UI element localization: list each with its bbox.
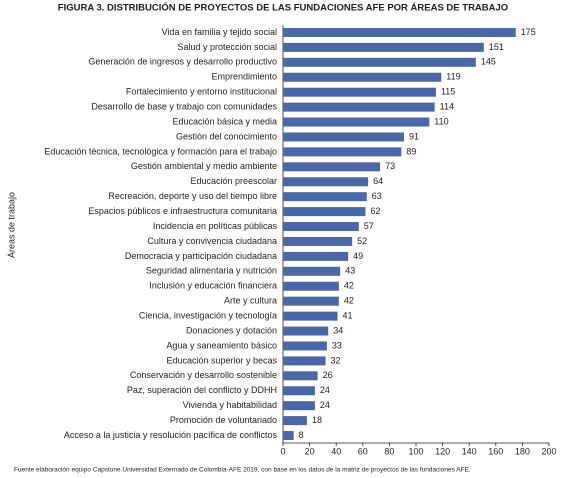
y-tick-label: Vivienda y habitabilidad xyxy=(183,400,277,410)
x-tick-label: 120 xyxy=(435,446,450,456)
bar xyxy=(283,192,367,202)
x-tick-label: 80 xyxy=(384,446,394,456)
bar xyxy=(283,341,327,351)
value-label: 33 xyxy=(332,340,342,350)
value-label: 73 xyxy=(385,161,395,171)
bar xyxy=(283,386,315,396)
value-label: 26 xyxy=(323,370,333,380)
y-tick-label: Ciencia, investigación y tecnología xyxy=(139,310,277,320)
bar xyxy=(283,401,315,411)
bar xyxy=(283,371,318,381)
x-tick-label: 40 xyxy=(331,446,341,456)
value-label: 43 xyxy=(345,266,355,276)
bar xyxy=(283,162,381,172)
bar xyxy=(283,222,359,232)
bar xyxy=(283,431,294,441)
y-tick-label: Recreación, deporte y uso del tiempo lib… xyxy=(108,191,277,201)
bar xyxy=(283,296,339,306)
bar xyxy=(283,356,326,366)
value-label: 8 xyxy=(299,430,304,440)
bar xyxy=(283,177,369,187)
y-tick-label: Incidencia en políticas públicas xyxy=(153,221,278,231)
bar xyxy=(283,311,338,321)
value-label: 110 xyxy=(434,116,448,126)
value-label: 119 xyxy=(446,72,460,82)
y-tick-label: Paz, superación del conflicto y DDHH xyxy=(127,385,277,395)
value-label: 49 xyxy=(353,251,363,261)
bar xyxy=(283,117,430,127)
y-tick-label: Educación básica y media xyxy=(172,116,277,126)
bar xyxy=(283,132,405,142)
value-label: 63 xyxy=(372,191,382,201)
y-tick-label: Vida en familia y tejido social xyxy=(162,27,277,37)
value-label: 64 xyxy=(373,176,383,186)
bar xyxy=(283,326,329,336)
value-label: 115 xyxy=(441,87,455,97)
value-label: 91 xyxy=(409,131,419,141)
value-label: 62 xyxy=(370,206,380,216)
value-label: 18 xyxy=(312,415,322,425)
value-label: 114 xyxy=(440,101,454,111)
bar xyxy=(283,72,442,82)
value-label: 24 xyxy=(320,385,330,395)
y-tick-label: Acceso a la justicia y resolución pacífi… xyxy=(64,430,278,440)
y-tick-label: Educación preescolar xyxy=(190,176,277,186)
y-tick-label: Emprendimiento xyxy=(211,72,277,82)
y-tick-label: Espacios públicos e infraestructura comu… xyxy=(88,206,277,216)
value-label: 42 xyxy=(344,296,354,306)
y-tick-label: Educación técnica, tecnológica y formaci… xyxy=(44,146,277,156)
y-tick-label: Fortalecimiento y entorno institucional xyxy=(126,87,277,97)
bar xyxy=(283,147,402,157)
value-label: 24 xyxy=(320,400,330,410)
bar xyxy=(283,27,516,37)
x-tick-label: 0 xyxy=(280,446,285,456)
y-tick-label: Democracia y participación ciudadana xyxy=(125,251,277,261)
value-label: 175 xyxy=(521,27,536,37)
source-note: Fuente elaboración equipo Capstone Unive… xyxy=(14,467,471,474)
bar xyxy=(283,87,436,97)
value-label: 57 xyxy=(364,221,374,231)
chart-title: FIGURA 3. DISTRIBUCIÓN DE PROYECTOS DE L… xyxy=(58,2,508,14)
y-tick-label: Gestión ambiental y medio ambiente xyxy=(131,161,277,171)
y-tick-label: Donaciones y dotación xyxy=(186,325,277,335)
x-tick-label: 100 xyxy=(408,446,423,456)
x-tick-label: 160 xyxy=(488,446,503,456)
y-tick-label: Seguridad alimentaria y nutrición xyxy=(146,266,277,276)
y-tick-label: Agua y saneamiento básico xyxy=(166,340,277,350)
value-label: 34 xyxy=(333,325,343,335)
bar xyxy=(283,236,353,246)
bar xyxy=(283,266,341,276)
x-tick-label: 180 xyxy=(515,446,530,456)
y-tick-label: Conservación y desarrollo sostenible xyxy=(130,370,277,380)
value-label: 89 xyxy=(406,146,416,156)
y-tick-label: Desarrollo de base y trabajo con comunid… xyxy=(91,101,277,111)
bar xyxy=(283,416,307,426)
bar xyxy=(283,207,366,217)
value-label: 41 xyxy=(343,310,353,320)
x-tick-label: 20 xyxy=(305,446,315,456)
y-tick-label: Promoción de voluntariado xyxy=(170,415,277,425)
bar xyxy=(283,281,339,291)
y-tick-label: Gestión del conocimiento xyxy=(176,131,277,141)
bar xyxy=(283,251,349,261)
y-tick-label: Arte y cultura xyxy=(224,296,277,306)
y-tick-label: Inclusión y educación financiera xyxy=(149,281,277,291)
x-tick-label: 200 xyxy=(541,446,556,456)
y-tick-label: Salud y protección social xyxy=(177,42,277,52)
value-label: 145 xyxy=(481,57,496,67)
y-tick-label: Educación superior y becas xyxy=(166,355,277,365)
bar xyxy=(283,57,476,67)
bar xyxy=(283,102,435,112)
value-label: 32 xyxy=(331,355,341,365)
value-label: 52 xyxy=(357,236,367,246)
value-label: 42 xyxy=(344,281,354,291)
value-label: 151 xyxy=(489,42,504,52)
x-tick-label: 60 xyxy=(358,446,368,456)
y-tick-label: Generación de ingresos y desarrollo prod… xyxy=(88,57,277,67)
y-tick-label: Cultura y convivencia ciudadana xyxy=(147,236,277,246)
y-axis-label: Áreas de trabajo xyxy=(6,192,16,258)
bar xyxy=(283,42,484,52)
x-tick-label: 140 xyxy=(462,446,477,456)
